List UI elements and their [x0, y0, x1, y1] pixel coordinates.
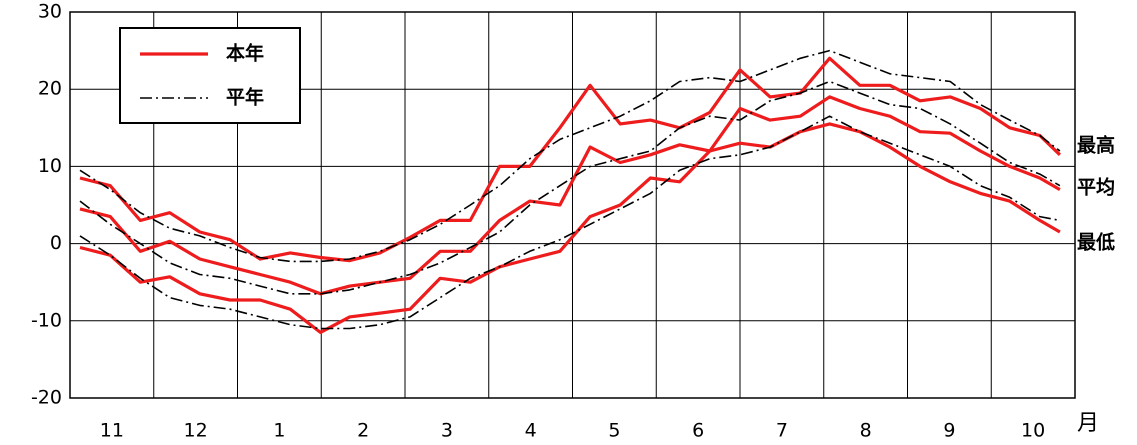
y-tick-label: 10: [38, 155, 62, 177]
line-label: 最低: [1077, 231, 1115, 254]
series-line: [79, 80, 1061, 295]
x-unit: 月: [1077, 411, 1099, 436]
series-line: [79, 122, 1061, 334]
legend-label: 平年: [226, 86, 264, 109]
line-label: 最高: [1077, 134, 1115, 157]
legend-box: [119, 27, 301, 124]
series-line: [79, 56, 1062, 263]
x-tick-label: 10: [1021, 420, 1045, 442]
line-label: 平均: [1077, 176, 1115, 199]
x-tick-label: 5: [608, 420, 620, 442]
x-tick-label: 12: [184, 420, 208, 442]
plot-frame: [69, 11, 1076, 399]
x-tick-label: 11: [100, 420, 124, 442]
x-tick-label: 3: [441, 420, 453, 442]
y-tick-label: -20: [31, 387, 62, 409]
x-tick-label: 7: [776, 420, 788, 442]
series-line: [79, 95, 1061, 296]
series-line: [79, 115, 1061, 330]
x-tick-label: 8: [860, 420, 872, 442]
x-tick-label: 9: [943, 420, 955, 442]
legend-label: 本年: [226, 42, 264, 65]
y-tick-label: 20: [38, 78, 62, 100]
y-tick-label: 0: [50, 232, 62, 254]
x-tick-label: 4: [525, 420, 537, 442]
x-tick-label: 6: [692, 420, 704, 442]
x-tick-label: 1: [273, 420, 285, 442]
y-tick-label: -10: [31, 309, 62, 331]
y-tick-label: 30: [38, 1, 62, 23]
series-line: [79, 49, 1061, 263]
x-tick-label: 2: [357, 420, 369, 442]
